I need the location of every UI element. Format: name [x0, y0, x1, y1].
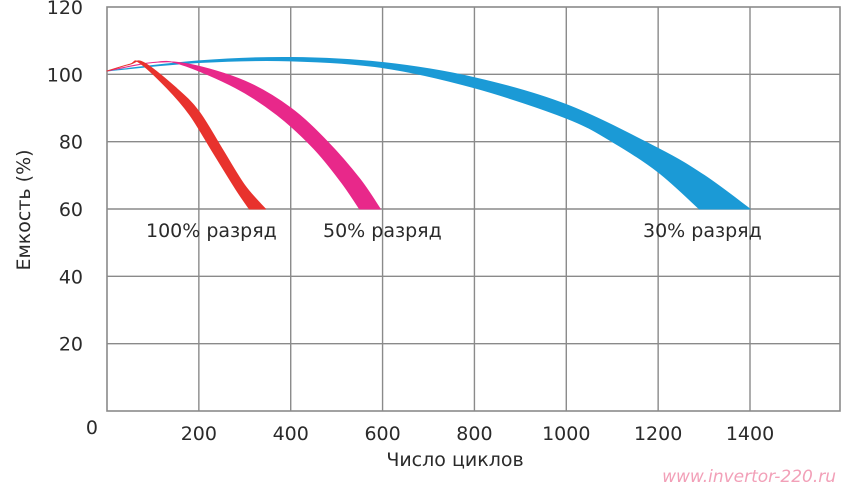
band-50-discharge — [106, 60, 381, 210]
series-label-30: 30% разряд — [643, 220, 762, 242]
x-tick-label: 1400 — [726, 423, 774, 445]
y-tick-label: 40 — [59, 266, 83, 288]
band-30-discharge — [106, 56, 751, 210]
y-axis-ticks: 0 20 40 60 80 100 120 — [47, 0, 98, 439]
x-tick-label: 200 — [181, 423, 217, 445]
y-tick-label: 20 — [59, 334, 83, 356]
watermark: www.invertor-220.ru — [662, 467, 836, 487]
y-tick-label: 120 — [47, 0, 83, 19]
y-tick-label: 0 — [86, 417, 98, 439]
x-axis-ticks: 200 400 600 800 1000 1200 1400 — [181, 423, 774, 445]
series-bands — [106, 56, 751, 210]
x-tick-label: 800 — [456, 423, 492, 445]
y-tick-label: 60 — [59, 199, 83, 221]
series-label-100: 100% разряд — [146, 220, 277, 242]
x-tick-label: 400 — [273, 423, 309, 445]
x-axis-title: Число циклов — [386, 449, 523, 471]
y-tick-label: 100 — [47, 64, 83, 86]
series-label-50: 50% разряд — [323, 220, 442, 242]
band-100-discharge — [106, 60, 266, 210]
x-tick-label: 600 — [364, 423, 400, 445]
y-axis-title: Емкость (%) — [13, 149, 35, 270]
y-tick-label: 80 — [59, 132, 83, 154]
x-tick-label: 1000 — [542, 423, 590, 445]
x-tick-label: 1200 — [634, 423, 682, 445]
